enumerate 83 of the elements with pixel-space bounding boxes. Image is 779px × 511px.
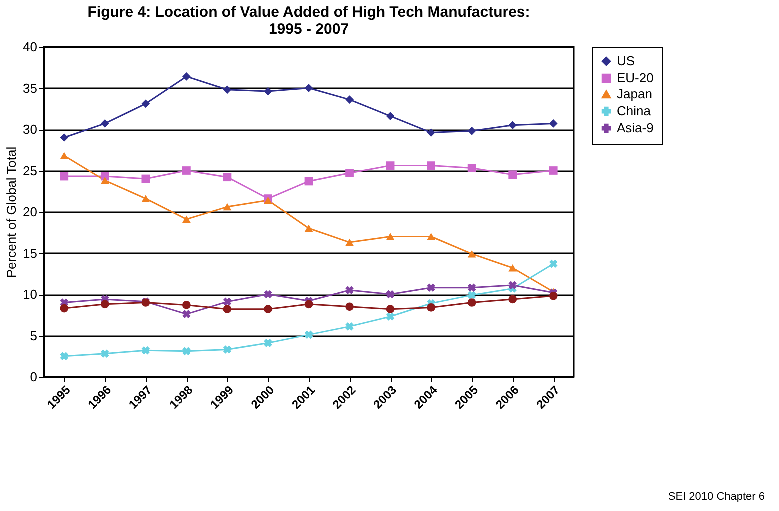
point [100,120,110,128]
point [427,128,436,137]
point [346,96,354,104]
point [468,284,476,292]
point [427,233,436,240]
legend-label: EU-20 [617,70,654,86]
point [468,250,476,258]
point [346,238,354,246]
point [346,322,354,331]
y-axis-title: Percent of Global Total [4,146,20,278]
point [386,305,395,314]
point [468,291,476,300]
point [304,300,314,309]
point [223,173,232,182]
text: SEI 2010 Chapter 6 [668,491,765,503]
point [223,305,232,314]
point [100,177,110,184]
y-tick-label: 0 [30,370,38,384]
point [427,162,436,170]
point [549,120,558,128]
legend-label: China [617,104,652,118]
point [468,126,476,136]
point [549,260,558,268]
y-tick-label: 35 [23,80,38,96]
point [182,310,191,318]
point [346,169,354,178]
point [508,264,518,272]
chart-title: Figure 4: Location of Value Added of High Tech Manufactures: 1995 - 2007 [88,4,530,38]
point [142,346,150,355]
point [386,312,395,321]
point [142,174,150,184]
point [223,86,232,94]
point [549,166,558,175]
point [264,305,272,314]
point [264,87,272,96]
point [386,290,395,299]
point [304,84,314,92]
y-tick-label: 20 [23,204,38,220]
point [304,177,314,186]
point [182,72,191,81]
y-tick-label: 40 [23,40,38,54]
point [508,121,518,130]
y-tick-label: 10 [23,287,38,302]
point [223,346,232,354]
legend-label: Japan [617,86,652,102]
point [182,216,191,224]
point [346,302,354,312]
point [508,295,518,304]
point [549,292,558,300]
point [468,164,476,172]
point [427,304,436,312]
point [264,290,272,299]
y-tick-label: 25 [23,163,38,178]
legend-label: Asia-9 [617,120,654,136]
y-tick-label: 30 [23,122,38,137]
point [142,195,150,202]
point [304,330,314,340]
y-tick-label: 5 [30,328,38,344]
point [386,112,395,120]
point [101,350,110,358]
point [182,166,191,175]
point [427,284,436,292]
point [468,298,476,307]
point [142,100,150,108]
point [508,170,518,180]
point [60,152,69,160]
point [304,224,314,232]
point [60,172,69,181]
point [182,301,191,310]
point [264,339,272,348]
point [508,281,517,290]
y-tick-label: 15 [23,246,38,261]
legend-label: US [617,54,636,68]
point [386,162,395,170]
point [60,352,69,361]
point [60,134,69,142]
point [182,347,191,356]
point [386,233,395,240]
point [100,300,110,309]
point [346,286,354,295]
point [223,298,232,306]
point [60,304,69,313]
point [223,203,232,211]
